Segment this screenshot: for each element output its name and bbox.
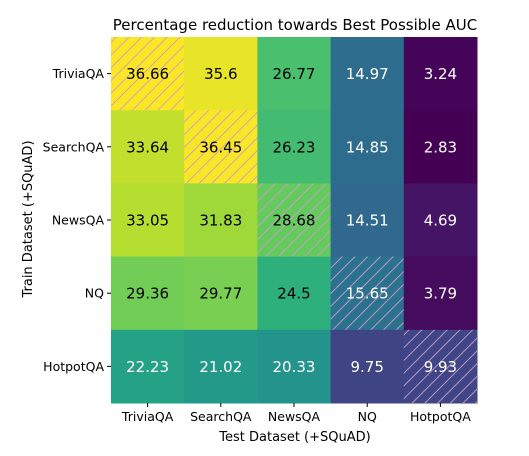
cell-value-label: 3.79 <box>424 285 457 303</box>
cell-value-label: 33.05 <box>126 212 169 230</box>
cell-value-label: 22.23 <box>126 358 169 376</box>
heatmap-cells: 36.66 35.6 26.77 14.97 3.24 33.64 36.45 26.23 14… <box>111 37 478 404</box>
y-tick-label: HotpotQA <box>43 359 104 374</box>
cell-value-label: 2.83 <box>424 138 457 156</box>
cell-value-label: 9.93 <box>424 358 457 376</box>
cell-value-label: 21.02 <box>199 358 242 376</box>
cell-value-label: 14.51 <box>346 212 389 230</box>
y-axis-label: Train Dataset (+SQuAD) <box>21 140 36 298</box>
x-tick-label: NQ <box>358 409 377 424</box>
y-tick-label: SearchQA <box>43 139 105 154</box>
cell-value-label: 33.64 <box>126 138 169 156</box>
cell-value-label: 36.66 <box>126 65 169 83</box>
cell-value-label: 15.65 <box>346 285 389 303</box>
cell-value-label: 31.83 <box>199 212 242 230</box>
cell-value-label: 24.5 <box>277 285 310 303</box>
x-tick-label: SearchQA <box>190 409 252 424</box>
cell-value-label: 36.45 <box>199 138 242 156</box>
cell-value-label: 4.69 <box>424 212 457 230</box>
cell-value-label: 35.6 <box>204 65 237 83</box>
cell-value-label: 20.33 <box>273 358 316 376</box>
cell-value-label: 28.68 <box>273 212 316 230</box>
y-tick-label: NewsQA <box>52 213 105 228</box>
y-tick-label: TriviaQA <box>52 66 105 81</box>
x-axis-ticks: TriviaQA SearchQA NewsQA NQ HotpotQA <box>121 403 471 424</box>
cell-value-label: 9.75 <box>350 358 383 376</box>
y-axis-ticks: TriviaQA SearchQA NewsQA NQ HotpotQA <box>43 66 111 374</box>
chart-title: Percentage reduction towards Best Possib… <box>113 16 477 34</box>
cell-value-label: 14.97 <box>346 65 389 83</box>
x-tick-label: TriviaQA <box>121 409 174 424</box>
x-tick-label: HotpotQA <box>410 409 471 424</box>
cell-value-label: 3.24 <box>424 65 457 83</box>
cell-value-label: 26.77 <box>273 65 316 83</box>
cell-value-label: 14.85 <box>346 138 389 156</box>
cell-value-label: 29.77 <box>199 285 242 303</box>
y-tick-label: NQ <box>85 286 104 301</box>
cell-value-label: 29.36 <box>126 285 169 303</box>
cell-value-label: 26.23 <box>273 138 316 156</box>
x-axis-label: Test Dataset (+SQuAD) <box>218 430 370 445</box>
x-tick-label: NewsQA <box>268 409 321 424</box>
